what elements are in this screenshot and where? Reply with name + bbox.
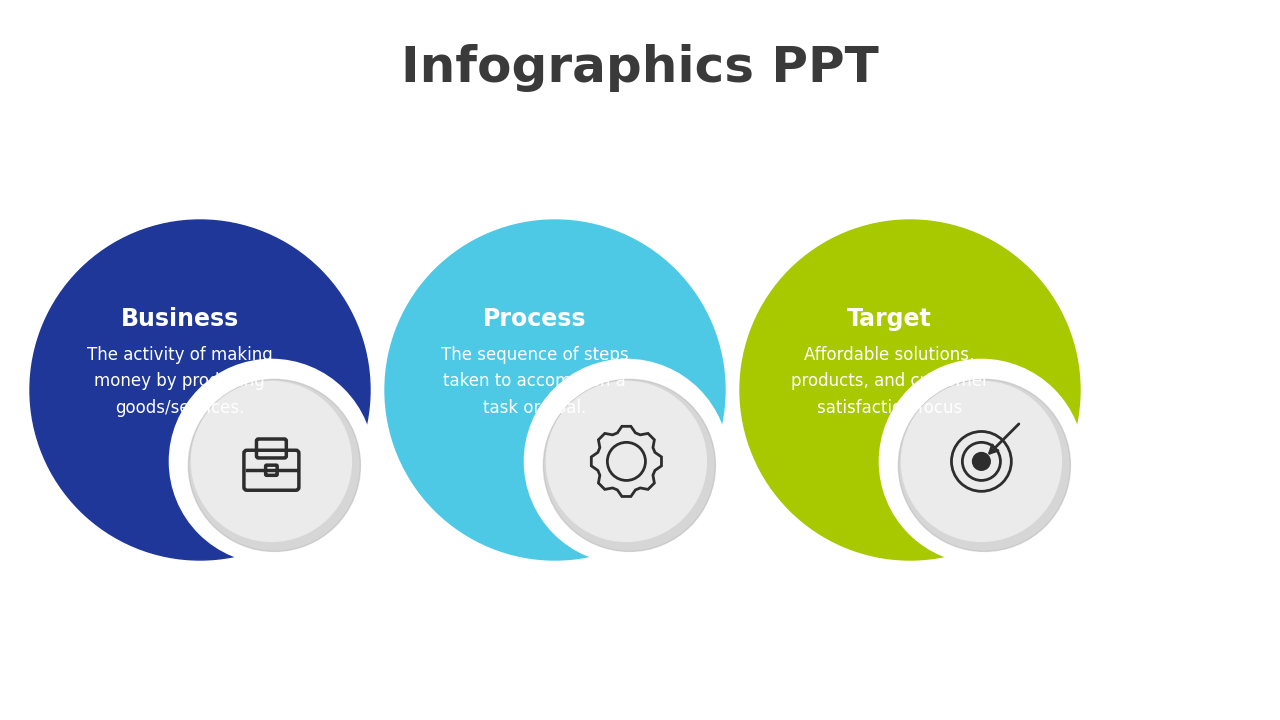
Circle shape: [544, 379, 716, 552]
Circle shape: [192, 382, 352, 541]
Circle shape: [525, 359, 728, 563]
Circle shape: [188, 379, 361, 552]
Text: Affordable solutions,
products, and customer
satisfaction focus: Affordable solutions, products, and cust…: [791, 346, 988, 417]
Circle shape: [385, 220, 724, 560]
Circle shape: [901, 382, 1061, 541]
Circle shape: [740, 220, 1080, 560]
Circle shape: [169, 359, 374, 563]
Circle shape: [547, 382, 707, 541]
Circle shape: [899, 379, 1070, 552]
Text: Target: Target: [847, 307, 932, 330]
Circle shape: [879, 359, 1083, 563]
Text: Infographics PPT: Infographics PPT: [401, 44, 879, 92]
Text: Process: Process: [483, 307, 586, 330]
Text: The sequence of steps
taken to accomplish a
task or goal.: The sequence of steps taken to accomplis…: [440, 346, 628, 417]
Circle shape: [29, 220, 370, 560]
Circle shape: [973, 454, 989, 469]
Text: The activity of making
money by producing
goods/services.: The activity of making money by producin…: [87, 346, 273, 417]
Text: Business: Business: [120, 307, 239, 330]
